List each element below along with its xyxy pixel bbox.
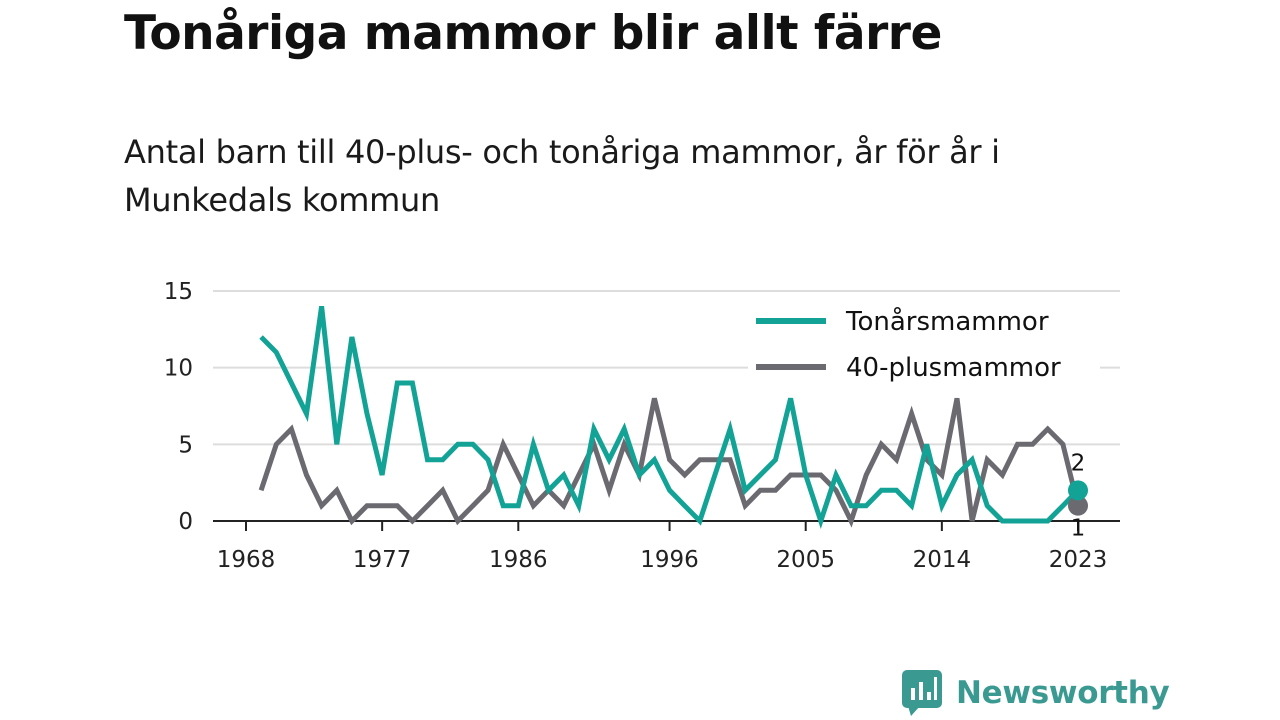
y-tick-label: 5 bbox=[178, 432, 193, 458]
series-line-tonarsmammor bbox=[259, 305, 1080, 529]
series-end-point bbox=[1068, 495, 1088, 516]
series-end-label: 1 bbox=[1071, 516, 1086, 542]
series-end-point bbox=[1068, 480, 1088, 501]
x-tick-label: 2005 bbox=[776, 547, 835, 573]
chart-title: Tonåriga mammor blir allt färre bbox=[124, 6, 942, 61]
x-tick-label: 1977 bbox=[353, 547, 412, 573]
x-tick-label: 2023 bbox=[1049, 547, 1108, 573]
series-line-fortyplusmammor bbox=[258, 397, 1081, 528]
chart-subtitle: Antal barn till 40-plus- och tonåriga ma… bbox=[124, 133, 1000, 219]
y-tick-label: 10 bbox=[164, 356, 193, 382]
legend-label: 40-plusmammor bbox=[846, 353, 1061, 383]
brand-logo: Newsworthy bbox=[902, 668, 1170, 718]
x-tick-label: 1968 bbox=[217, 547, 276, 573]
legend-background bbox=[748, 296, 1100, 390]
series-end-label: 2 bbox=[1071, 450, 1086, 476]
series-lines: 21 bbox=[258, 305, 1088, 542]
y-tick-label: 0 bbox=[178, 509, 193, 535]
x-tick-label: 2014 bbox=[913, 547, 972, 573]
legend: Tonårsmammor 40-plusmammor bbox=[748, 296, 1100, 390]
x-tick-label: 1996 bbox=[640, 547, 699, 573]
brand-name: Newsworthy bbox=[956, 675, 1170, 711]
legend-label: Tonårsmammor bbox=[845, 306, 1049, 337]
x-axis: 0 5 10 15 1968 1977 1986 1996 2005 2014 2023 bbox=[164, 279, 1120, 573]
x-tick-label: 1986 bbox=[489, 547, 548, 573]
newsworthy-logo-icon bbox=[902, 670, 942, 716]
y-tick-label: 15 bbox=[164, 279, 193, 305]
